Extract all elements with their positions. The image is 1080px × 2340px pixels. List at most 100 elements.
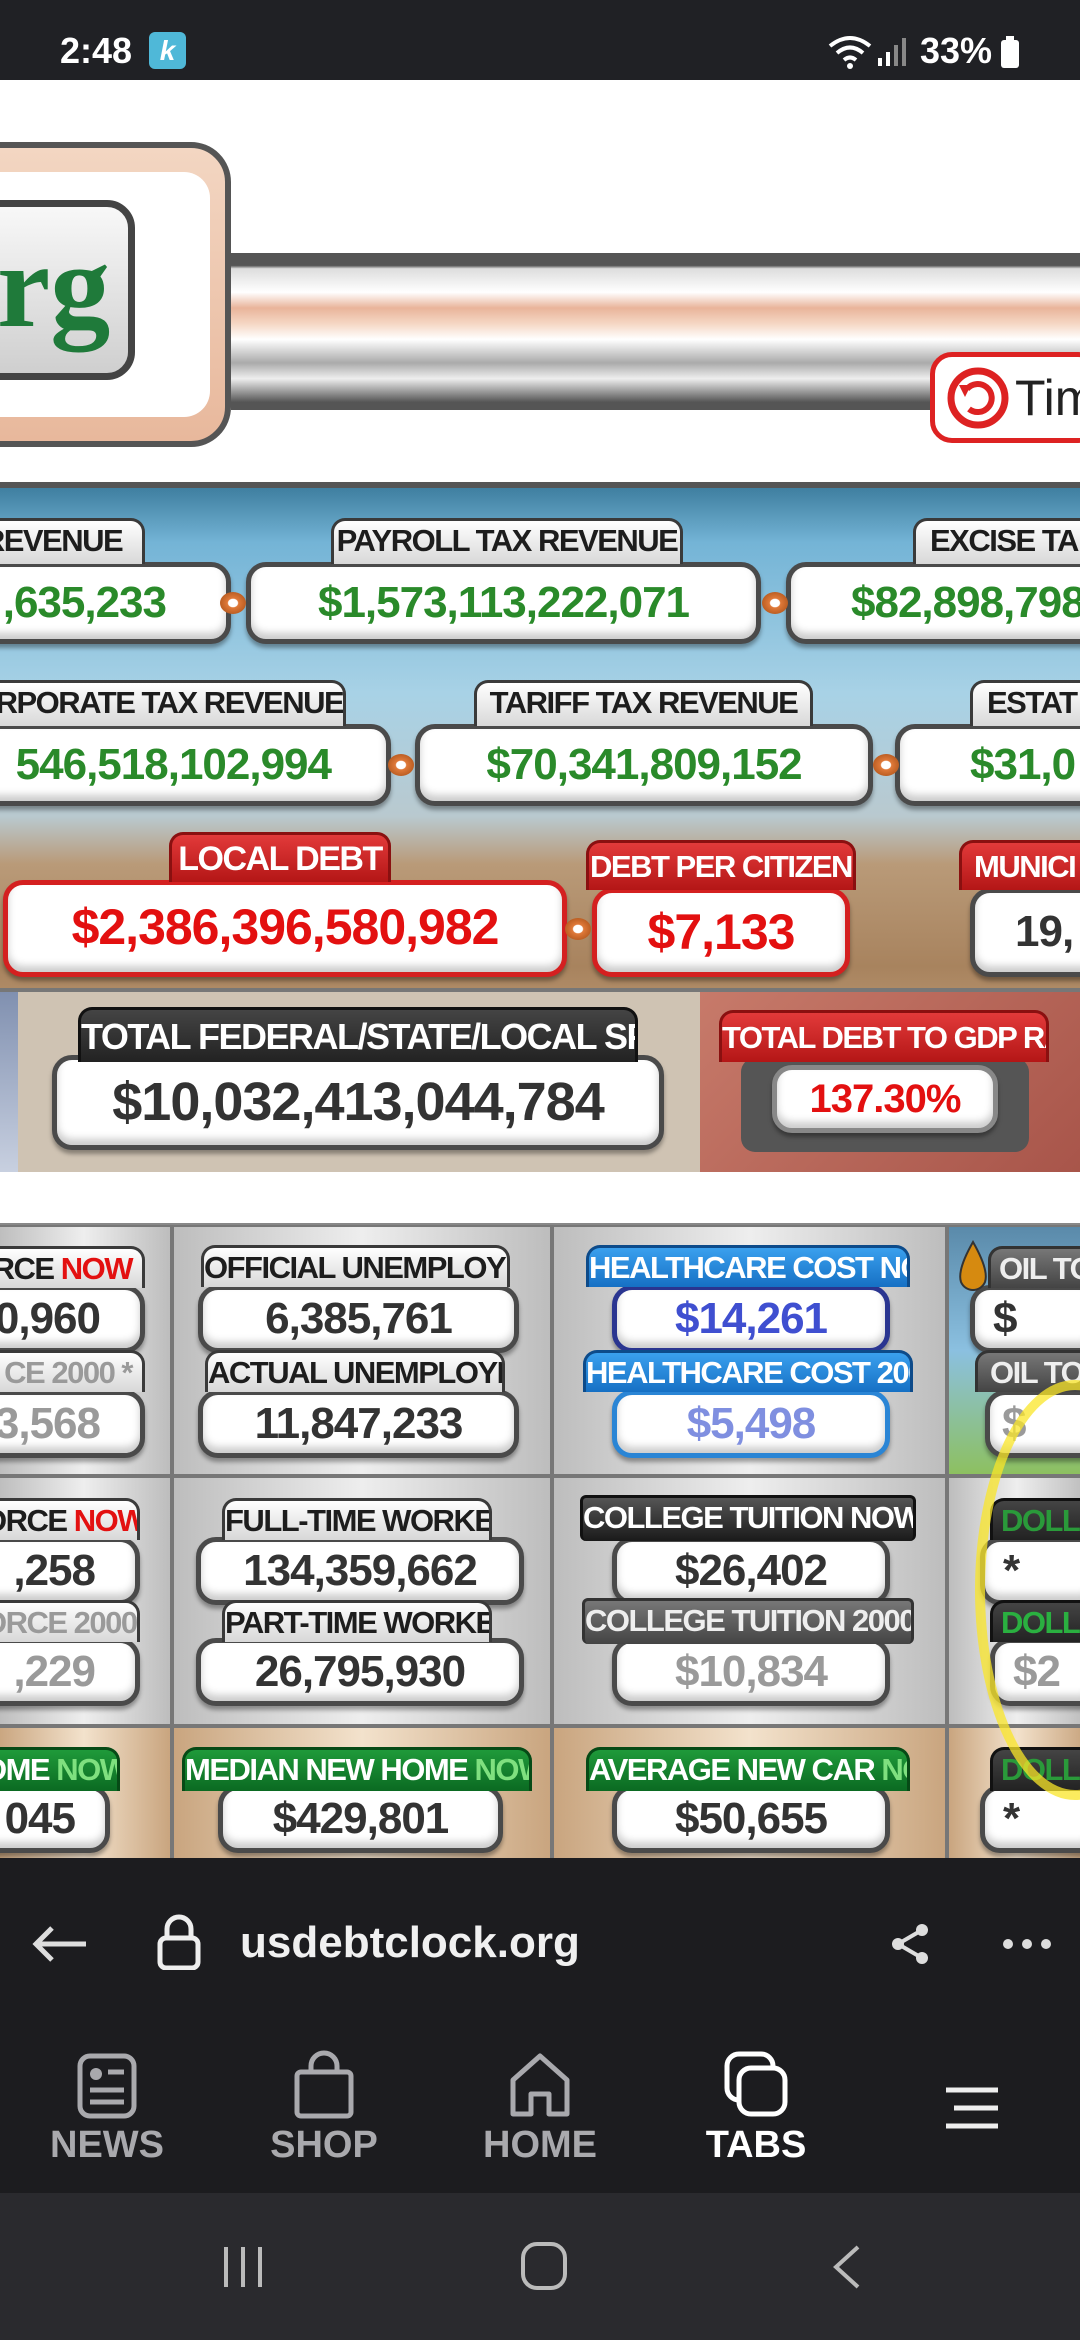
- total-spending-label: TOTAL FEDERAL/STATE/LOCAL SPENDING: [78, 1007, 638, 1062]
- battery-icon: [1001, 36, 1019, 68]
- average-new-car-label: AVERAGE NEW CAR NOW: [586, 1747, 910, 1791]
- home-now-label: OME NOW: [0, 1747, 120, 1791]
- url-field[interactable]: usdebtclock.org: [240, 1918, 580, 1967]
- now-tag: NOW: [56, 1752, 117, 1787]
- healthcare-2000-label: HEALTHCARE COST 2000: [583, 1350, 913, 1392]
- more-options-icon[interactable]: [1002, 1938, 1052, 1950]
- home-button-icon[interactable]: [520, 2241, 568, 2291]
- labor-force-now-label: RCE NOW: [0, 1246, 145, 1288]
- menu-icon[interactable]: [944, 2085, 1000, 2131]
- app-notification-icon: k: [149, 32, 186, 69]
- debt-to-gdp-value: 137.30%: [772, 1065, 998, 1133]
- label-text: MEDIAN NEW HOME: [185, 1752, 475, 1787]
- payroll-tax-label: PAYROLL TAX REVENUE: [331, 518, 683, 564]
- official-unemployed-label: OFFICIAL UNEMPLOYED: [201, 1245, 510, 1287]
- now-tag: NOW: [73, 1503, 140, 1538]
- oil-now-label: OIL TO: [988, 1246, 1080, 1288]
- signal-icon: [878, 38, 906, 66]
- system-nav-bar: [0, 2193, 1080, 2340]
- estate-tax-value: $31,0: [895, 724, 1080, 806]
- median-new-home-value: $429,801: [218, 1785, 503, 1853]
- recent-apps-icon[interactable]: [220, 2243, 266, 2289]
- time-button-label: Tim: [1015, 370, 1080, 426]
- nav-shop-label: SHOP: [270, 2124, 378, 2166]
- excise-tax-label: EXCISE TA: [913, 518, 1080, 564]
- debt-to-gdp-label: TOTAL DEBT TO GDP RATIO: [719, 1010, 1049, 1062]
- connector-icon: [565, 918, 591, 940]
- corporate-tax-value: 546,518,102,994: [0, 724, 391, 806]
- fulltime-workers-value: 134,359,662: [196, 1537, 524, 1605]
- nav-news-label: NEWS: [50, 2124, 164, 2166]
- total-spending-value: $10,032,413,044,784: [52, 1055, 664, 1150]
- flag-edge: [0, 992, 18, 1172]
- labor-force-2000-value: 3,568: [0, 1390, 145, 1458]
- municipal-debt-value: 19,: [970, 888, 1080, 977]
- nav-tabs[interactable]: TABS: [671, 2050, 841, 2167]
- status-bar: 2:48 k 33%: [0, 0, 1080, 80]
- income-tax-label: REVENUE: [0, 518, 145, 564]
- label-text: ORCE: [0, 1503, 68, 1538]
- label-text: RCE: [0, 1251, 55, 1286]
- nav-news[interactable]: NEWS: [22, 2050, 192, 2167]
- connector-icon: [762, 592, 788, 614]
- connector-icon: [388, 754, 414, 776]
- tuition-now-value: $26,402: [612, 1537, 890, 1605]
- lock-icon: [157, 1914, 201, 1970]
- battery-percent: 33%: [920, 30, 993, 71]
- label-text: OME: [0, 1752, 51, 1787]
- logo: rg: [0, 200, 135, 380]
- webpage-viewport[interactable]: rg Tim REVENUE ,635,233 PAYROLL TAX REVE…: [0, 80, 1080, 1858]
- workforce-now-value: ,258: [0, 1537, 140, 1605]
- corporate-tax-label: ORPORATE TAX REVENUE: [0, 680, 346, 726]
- estate-tax-label: ESTAT: [970, 680, 1080, 726]
- labor-force-2000-label: CE 2000 *: [0, 1350, 145, 1392]
- nav-tabs-label: TABS: [705, 2124, 807, 2166]
- parttime-workers-value: 26,795,930: [196, 1638, 524, 1706]
- news-icon: [77, 2053, 137, 2119]
- back-button-icon[interactable]: [830, 2243, 864, 2291]
- actual-unemployed-value: 11,847,233: [198, 1390, 519, 1458]
- workforce-2000-value: ,229: [0, 1638, 140, 1706]
- tuition-2000-label: COLLEGE TUITION 2000: [582, 1598, 914, 1644]
- shopping-bag-icon: [294, 2050, 354, 2119]
- nav-shop[interactable]: SHOP: [239, 2050, 409, 2167]
- dollar-value: *: [980, 1785, 1080, 1853]
- median-new-home-label: MEDIAN NEW HOME NOW: [182, 1747, 532, 1791]
- connector-icon: [220, 592, 246, 614]
- fulltime-workers-label: FULL-TIME WORKERS: [222, 1498, 492, 1540]
- now-tag: NOW: [60, 1251, 134, 1286]
- actual-unemployed-label: ACTUAL UNEMPLOYED: [205, 1350, 505, 1392]
- labor-force-now-value: 0,960: [0, 1285, 145, 1353]
- logo-text: rg: [0, 219, 111, 352]
- now-tag: NOW: [881, 1752, 907, 1787]
- average-new-car-value: $50,655: [612, 1785, 890, 1853]
- income-tax-value: ,635,233: [0, 562, 231, 644]
- nav-home[interactable]: HOME: [455, 2050, 625, 2167]
- municipal-debt-label: MUNICI: [959, 840, 1080, 890]
- local-debt-value: $2,386,396,580,982: [3, 880, 567, 977]
- excise-tax-value: $82,898,798: [786, 562, 1080, 644]
- home-icon: [510, 2053, 570, 2117]
- healthcare-now-label: HEALTHCARE COST NOW: [586, 1245, 910, 1287]
- parttime-workers-label: PART-TIME WORKERS: [222, 1600, 492, 1642]
- rewind-clock-icon: [947, 367, 1009, 429]
- tariff-tax-label: TARIFF TAX REVENUE: [474, 680, 813, 726]
- payroll-tax-value: $1,573,113,222,071: [246, 562, 761, 644]
- official-unemployed-value: 6,385,761: [198, 1285, 519, 1353]
- debt-per-citizen-value: $7,133: [592, 888, 850, 977]
- tabs-icon: [724, 2051, 788, 2117]
- workforce-2000-label: ORCE 2000*: [0, 1600, 140, 1642]
- now-tag: NOW: [474, 1752, 529, 1787]
- debt-per-citizen-label: DEBT PER CITIZEN: [586, 840, 856, 890]
- connector-icon: [873, 754, 899, 776]
- label-text: AVERAGE NEW CAR: [589, 1752, 882, 1787]
- back-arrow-icon[interactable]: [30, 1924, 90, 1964]
- share-icon[interactable]: [888, 1922, 932, 1966]
- oil-drop-icon: [959, 1240, 987, 1291]
- healthcare-2000-value: $5,498: [612, 1390, 890, 1458]
- tuition-now-label: COLLEGE TUITION NOW: [580, 1495, 916, 1541]
- time-machine-button[interactable]: Tim: [930, 352, 1080, 443]
- tuition-2000-value: $10,834: [612, 1638, 890, 1706]
- browser-toolbar: usdebtclock.org: [0, 1858, 1080, 2193]
- wifi-icon: [828, 36, 872, 69]
